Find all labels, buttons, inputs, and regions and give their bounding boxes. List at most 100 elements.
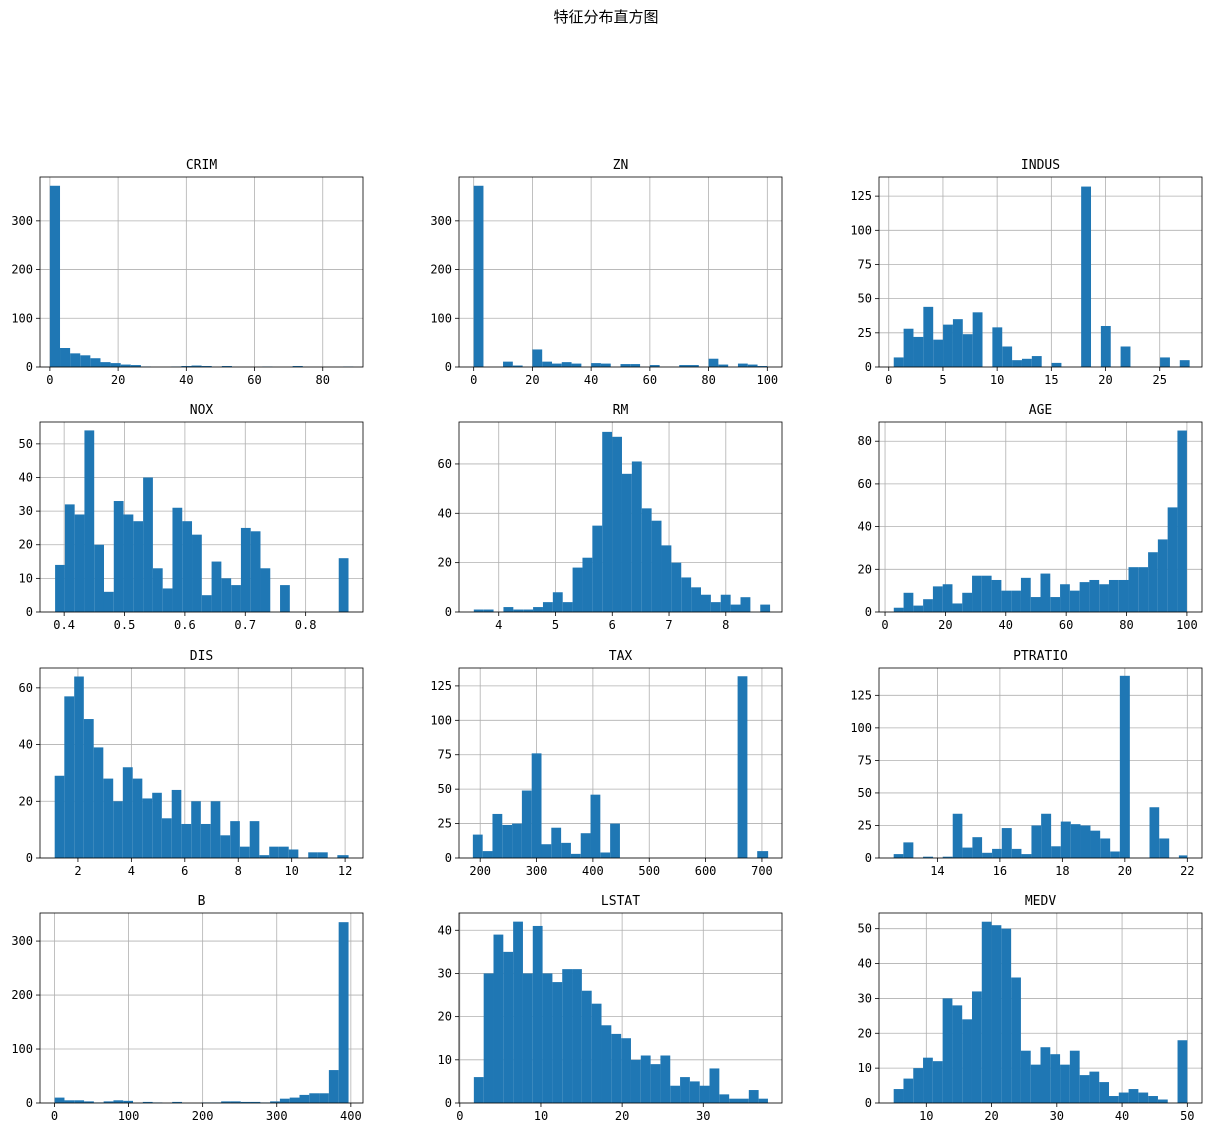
histogram-bar (103, 778, 114, 858)
y-tick-label: 300 (11, 934, 33, 948)
histogram-bar (630, 364, 641, 367)
histogram-bar (681, 577, 692, 612)
y-tick-label: 300 (11, 214, 33, 228)
histogram-bar (1128, 1089, 1139, 1103)
histogram-bar (269, 846, 279, 858)
histogram-bar (64, 504, 75, 612)
histogram-bar (1119, 675, 1130, 858)
histogram-bar (1040, 573, 1051, 612)
histogram-bar (1079, 1075, 1090, 1103)
histogram-bar (113, 801, 123, 858)
histogram-bar (49, 185, 61, 367)
x-tick-label: 60 (247, 373, 261, 387)
histogram-bar (1021, 358, 1032, 367)
y-tick-label: 20 (19, 794, 33, 808)
histogram-bar (113, 501, 124, 612)
x-tick-label: 15 (1044, 373, 1058, 387)
histogram-bar (1051, 846, 1061, 858)
histogram-bar (533, 607, 543, 612)
x-tick-label: 400 (582, 864, 604, 878)
histogram-bar (962, 1019, 972, 1103)
histogram-bar (719, 1094, 730, 1103)
histogram-bar (1099, 584, 1109, 612)
histogram-bar (1060, 821, 1071, 858)
histogram-bar (100, 362, 111, 367)
histogram-bar (981, 575, 992, 612)
histogram-bar (943, 324, 953, 367)
x-tick-label: 6 (609, 618, 616, 632)
y-tick-label: 100 (850, 721, 872, 735)
histogram-bar (913, 336, 924, 367)
histogram-bar (923, 1057, 933, 1103)
histogram-bar (142, 1101, 153, 1103)
histogram-bar (992, 327, 1003, 367)
histogram-bar (562, 969, 573, 1103)
histogram-bar (220, 835, 231, 858)
histogram-bar (74, 676, 84, 858)
histogram-bar (602, 431, 613, 612)
x-tick-label: 80 (1119, 618, 1133, 632)
histogram-bar (1050, 597, 1061, 612)
histogram-bar (492, 813, 503, 858)
x-tick-label: 10 (284, 864, 298, 878)
histogram-bar (70, 353, 81, 367)
histogram-medv: 10 20 30 40 50 0 10 20 30 40 50 MEDV (858, 894, 1203, 1123)
histogram-bar (54, 775, 65, 858)
histogram-bar (923, 599, 933, 612)
histogram-bar (120, 364, 131, 367)
histogram-bar (1108, 579, 1119, 612)
histogram-bar (1149, 807, 1160, 858)
y-tick-label: 50 (19, 437, 33, 451)
histogram-bar (152, 568, 163, 612)
histogram-bar (1100, 838, 1111, 858)
x-tick-label: 500 (638, 864, 660, 878)
histogram-bar (582, 557, 593, 612)
histogram-ptratio: 14 16 18 20 22 0 25 50 75 100 125 PTRATIO (850, 649, 1203, 878)
x-tick-label: 2 (74, 864, 81, 878)
histogram-bar (60, 348, 71, 367)
histogram-bar (503, 607, 514, 612)
histogram-bar (991, 925, 1002, 1103)
histogram-bar (1001, 928, 1012, 1103)
y-tick-label: 60 (438, 457, 452, 471)
histogram-bar (1030, 597, 1041, 612)
histogram-bar (660, 1055, 671, 1103)
x-tick-label: 20 (1118, 864, 1132, 878)
histogram-bar (1031, 356, 1042, 367)
histogram-bar (1050, 1054, 1061, 1103)
y-tick-label: 0 (445, 605, 452, 619)
histogram-bar (580, 833, 591, 858)
histogram-bar (162, 588, 173, 612)
histogram-bar (757, 366, 768, 367)
x-tick-label: 0.6 (174, 618, 196, 632)
histogram-bar (532, 349, 543, 367)
histogram-bar (288, 849, 299, 858)
histogram-bar (601, 1025, 612, 1103)
histogram-bar (1070, 824, 1081, 858)
histogram-bar (103, 591, 114, 612)
histogram-bar (552, 982, 563, 1103)
histogram-bar (182, 521, 193, 612)
histogram-bar (110, 363, 121, 367)
histogram-bar (317, 852, 328, 858)
histogram-bar (1118, 1092, 1129, 1103)
histogram-bar (581, 990, 592, 1103)
histogram-bar (729, 1098, 739, 1103)
histogram-bar (972, 575, 982, 612)
histogram-bar (541, 844, 552, 858)
histogram-bar (923, 856, 934, 858)
x-tick-label: 10 (919, 1109, 933, 1123)
panel-title: AGE (1029, 403, 1052, 418)
histogram-tax: 200 300 400 500 600 700 0 25 50 75 100 125 TAX (430, 649, 783, 878)
y-tick-label: 40 (438, 923, 452, 937)
x-tick-label: 0 (881, 618, 888, 632)
histogram-bar (1178, 855, 1188, 858)
histogram-bar (572, 567, 583, 612)
histogram-bar (962, 592, 973, 612)
histogram-bar (630, 1059, 641, 1103)
histogram-bar (903, 842, 914, 858)
histogram-bar (192, 534, 202, 612)
histogram-bar (640, 1055, 651, 1103)
y-tick-label: 100 (430, 713, 452, 727)
